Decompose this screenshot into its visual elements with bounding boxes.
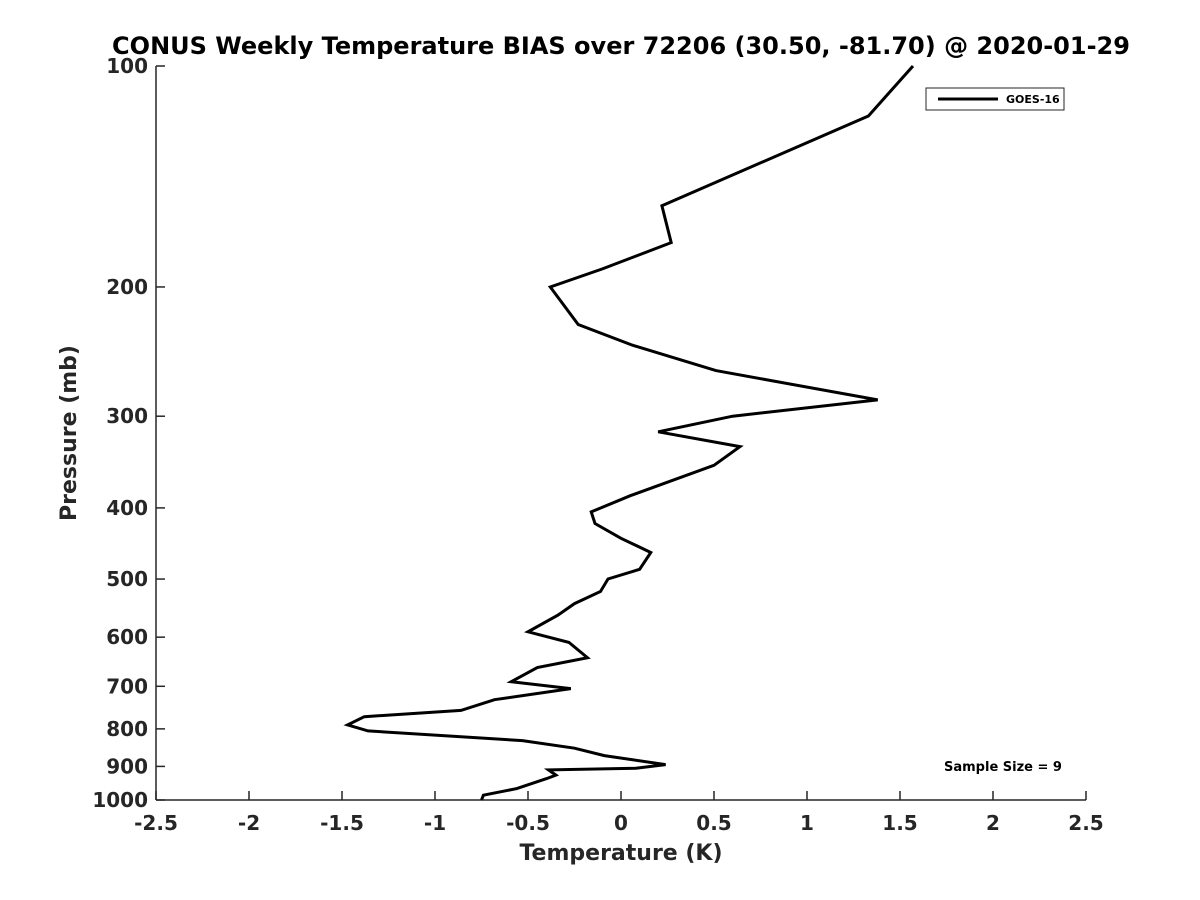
legend: GOES-16 bbox=[925, 87, 1065, 111]
y-tick-label: 300 bbox=[106, 404, 148, 428]
series-line-goes-16 bbox=[343, 65, 915, 801]
y-tick-label: 600 bbox=[106, 625, 148, 649]
x-tick-label: -0.5 bbox=[506, 811, 550, 835]
x-tick-label: 0.5 bbox=[696, 811, 731, 835]
x-tick-label: -2.5 bbox=[134, 811, 178, 835]
x-tick-label: -2 bbox=[238, 811, 260, 835]
y-axis-ticks: 100 200 300 400 500 600 700 800 900 1000 bbox=[92, 54, 165, 812]
x-tick-label: 0 bbox=[614, 811, 628, 835]
x-tick-label: 1.5 bbox=[882, 811, 917, 835]
y-axis-label: Pressure (mb) bbox=[57, 345, 82, 521]
y-tick-label: 100 bbox=[106, 54, 148, 78]
y-tick-label: 1000 bbox=[92, 788, 148, 812]
x-axis-label: Temperature (K) bbox=[519, 841, 722, 866]
x-tick-label: -1 bbox=[424, 811, 446, 835]
y-tick-label: 400 bbox=[106, 496, 148, 520]
y-tick-label: 500 bbox=[106, 567, 148, 591]
chart-title: CONUS Weekly Temperature BIAS over 72206… bbox=[112, 32, 1130, 60]
plot-area bbox=[156, 66, 1086, 800]
x-tick-label: -1.5 bbox=[320, 811, 364, 835]
x-axis-ticks: -2.5 -2 -1.5 -1 -0.5 0 0.5 1 1.5 2 2.5 bbox=[134, 791, 1104, 835]
y-tick-label: 900 bbox=[106, 754, 148, 778]
y-tick-label: 200 bbox=[106, 275, 148, 299]
legend-label: GOES-16 bbox=[1006, 93, 1060, 106]
x-tick-label: 1 bbox=[800, 811, 814, 835]
series-layer bbox=[343, 65, 915, 801]
x-tick-label: 2.5 bbox=[1068, 811, 1103, 835]
y-tick-label: 700 bbox=[106, 674, 148, 698]
sample-size-annotation: Sample Size = 9 bbox=[944, 760, 1062, 775]
y-tick-label: 800 bbox=[106, 717, 148, 741]
x-tick-label: 2 bbox=[986, 811, 1000, 835]
